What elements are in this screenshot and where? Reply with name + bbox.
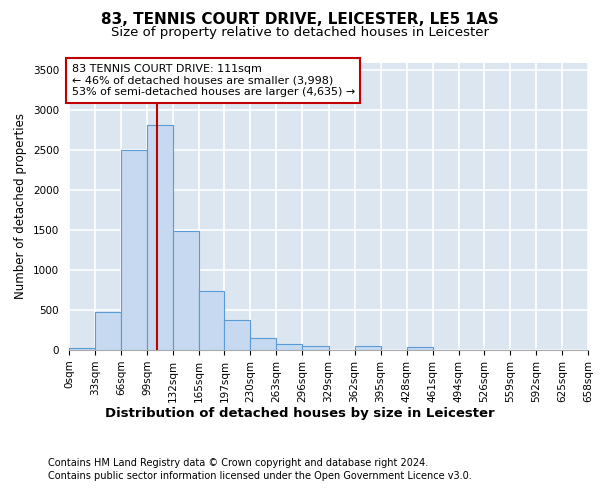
Bar [173,231,199,350]
Text: Size of property relative to detached houses in Leicester: Size of property relative to detached ho… [111,26,489,39]
Bar [199,291,224,350]
Bar [302,346,329,350]
Bar [407,347,433,350]
Text: 83, TENNIS COURT DRIVE, LEICESTER, LE5 1AS: 83, TENNIS COURT DRIVE, LEICESTER, LE5 1… [101,12,499,28]
Text: Contains HM Land Registry data © Crown copyright and database right 2024.: Contains HM Land Registry data © Crown c… [48,458,428,468]
Text: Contains public sector information licensed under the Open Government Licence v3: Contains public sector information licen… [48,471,472,481]
Bar [69,348,95,350]
Bar [147,125,173,350]
Text: 83 TENNIS COURT DRIVE: 111sqm
← 46% of detached houses are smaller (3,998)
53% o: 83 TENNIS COURT DRIVE: 111sqm ← 46% of d… [71,64,355,97]
Text: Distribution of detached houses by size in Leicester: Distribution of detached houses by size … [105,408,495,420]
Bar [121,150,147,350]
Bar [224,320,250,350]
Bar [355,346,380,350]
Bar [277,344,302,350]
Bar [250,338,277,350]
Bar [95,312,121,350]
Y-axis label: Number of detached properties: Number of detached properties [14,114,28,299]
